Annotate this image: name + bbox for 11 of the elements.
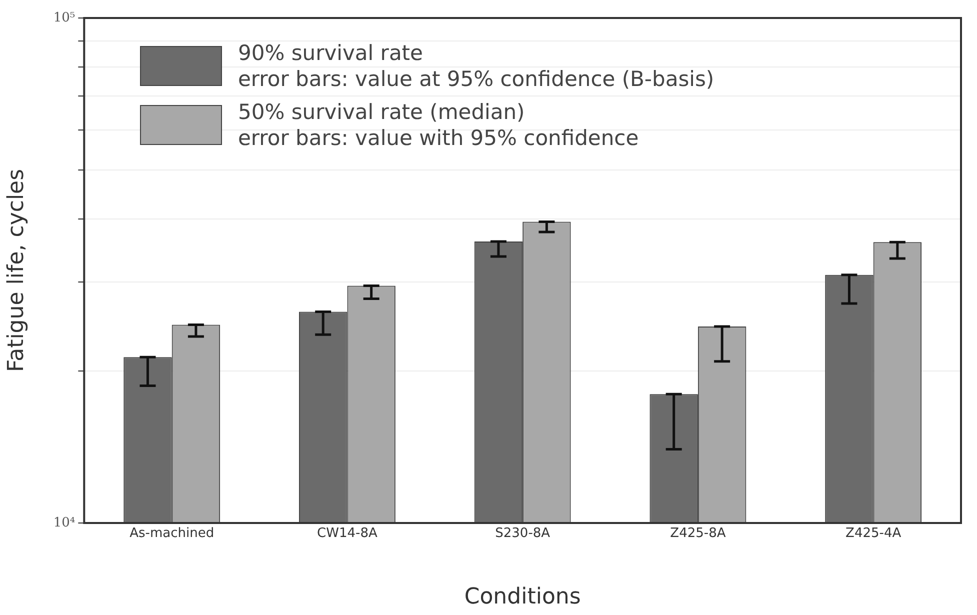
legend-label: 50% survival rate (median) error bars: value with 95% confidence: [238, 98, 639, 151]
x-axis-title: Conditions: [464, 584, 581, 610]
y-tick-label: 10⁵: [53, 10, 76, 26]
x-tick-label: As-machined: [130, 526, 214, 542]
y-axis-title: Fatigue life, cycles: [4, 168, 29, 372]
y-tick-label: 10⁴: [53, 515, 76, 530]
x-tick-label: Z425-4A: [846, 526, 902, 542]
x-tick-label: CW14-8A: [317, 526, 378, 542]
legend-label: 90% survival rate error bars: value at 95% confidence (B-basis): [238, 40, 714, 92]
x-tick-label: Z425-8A: [670, 526, 726, 542]
x-tick-label: S230-8A: [495, 526, 550, 542]
